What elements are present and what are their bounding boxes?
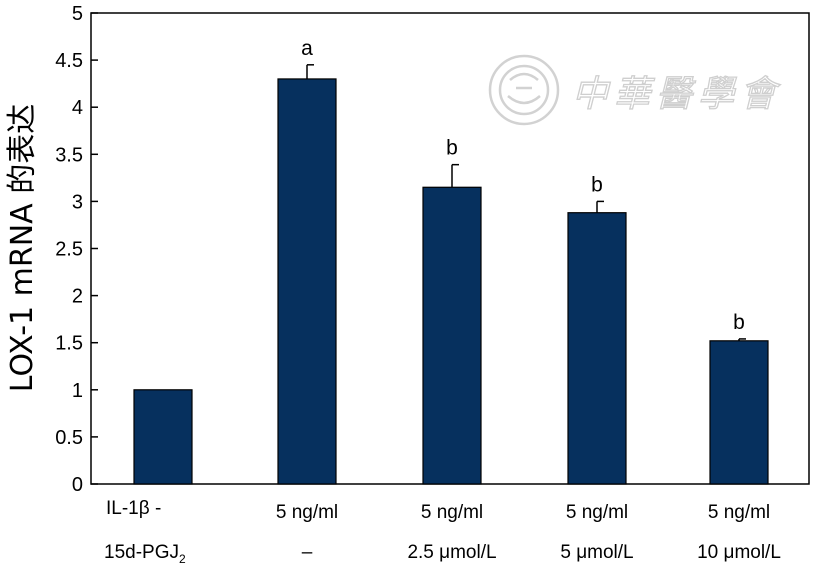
bar — [422, 186, 482, 485]
significance-labels: a b b b — [301, 37, 745, 334]
y-tick-label: 4.5 — [55, 50, 83, 72]
category-label-line1: 5 ng/ml — [708, 502, 770, 523]
watermark-seal-icon — [488, 54, 560, 126]
row-header-15dpgj2-main: 15d-PGJ — [104, 542, 179, 563]
watermark: 中華醫學會 — [488, 54, 782, 126]
y-tick-label: 0 — [72, 474, 83, 496]
y-axis-ticks: 0 0.5 1 1.5 2 2.5 3 3.5 4 4.5 5 — [55, 3, 98, 496]
row-header-il1b: IL-1β - — [106, 498, 161, 519]
row-header-15dpgj2: 15d-PGJ2 — [104, 542, 186, 566]
bar — [709, 340, 769, 485]
category-label-line2: 2.5 μmol/L — [407, 542, 496, 563]
significance-label: b — [591, 173, 603, 196]
y-tick-label: 2.5 — [55, 239, 83, 261]
y-tick-label: 2 — [72, 286, 83, 308]
bars — [133, 78, 769, 485]
category-label-line1: 5 ng/ml — [566, 502, 628, 523]
y-tick-label: 1 — [72, 380, 83, 402]
bar — [277, 78, 337, 485]
bar — [567, 212, 627, 485]
watermark-text: 中華醫學會 — [572, 74, 782, 115]
category-label-line2: – — [302, 542, 313, 563]
y-tick-label: 5 — [72, 3, 83, 25]
y-tick-label: 3.5 — [55, 144, 83, 166]
category-labels: 5 ng/ml – 5 ng/ml 2.5 μmol/L 5 ng/ml 5 μmol/L… — [276, 502, 781, 563]
category-label-line1: 5 ng/ml — [421, 502, 483, 523]
y-axis-title: LOX-1 mRNA 的表达 — [5, 104, 40, 392]
significance-label: b — [446, 137, 458, 160]
y-tick-label: 4 — [72, 97, 83, 119]
row-header-15dpgj2-subscript: 2 — [179, 552, 186, 566]
y-tick-label: 1.5 — [55, 333, 83, 355]
error-bars — [306, 64, 746, 341]
y-tick-label: 0.5 — [55, 427, 83, 449]
category-label-line2: 5 μmol/L — [560, 542, 633, 563]
bar — [133, 389, 193, 485]
significance-label: a — [301, 37, 313, 60]
category-label-line1: 5 ng/ml — [276, 502, 338, 523]
category-label-line2: 10 μmol/L — [697, 542, 781, 563]
significance-label: b — [733, 311, 745, 334]
y-tick-label: 3 — [72, 191, 83, 213]
